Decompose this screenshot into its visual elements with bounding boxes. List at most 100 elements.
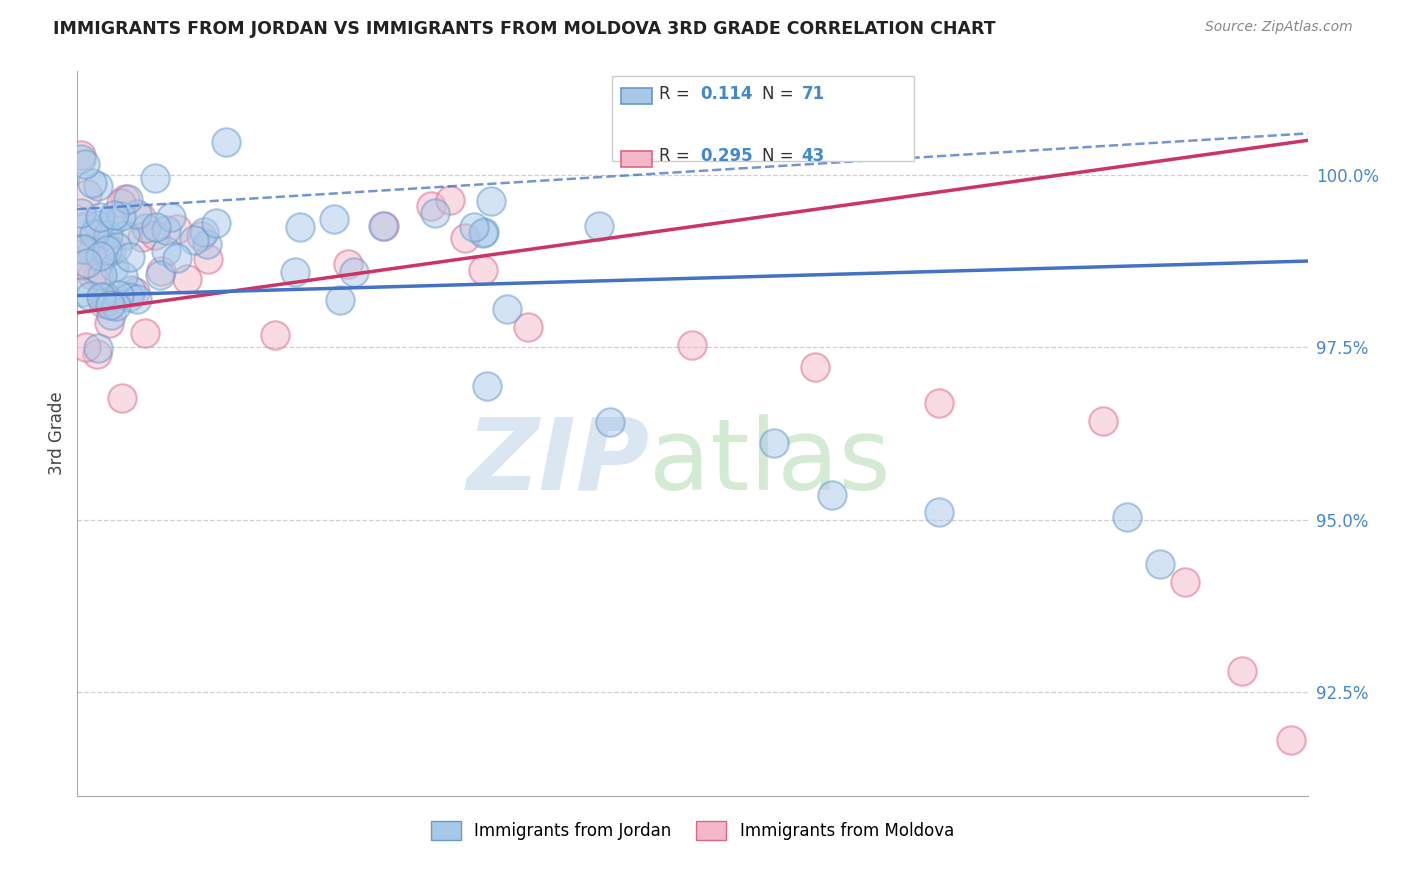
Point [176, 272, 198, 286]
Point [419, 199, 441, 213]
Point [143, 228, 166, 243]
Point [110, 210, 132, 224]
Text: N =: N = [762, 85, 799, 103]
Point [197, 252, 219, 267]
Point [149, 268, 172, 282]
Point [118, 250, 141, 264]
Point [75, 341, 97, 355]
Point [100, 298, 122, 312]
Point [127, 207, 149, 221]
Point [288, 220, 311, 235]
Point [118, 290, 141, 304]
Point [763, 435, 786, 450]
Point [1149, 558, 1171, 572]
Point [108, 288, 131, 302]
Point [134, 326, 156, 340]
Text: N =: N = [762, 147, 799, 165]
Point [155, 244, 177, 258]
Point [127, 292, 149, 306]
Point [166, 221, 188, 235]
Point [149, 264, 172, 278]
Point [76, 256, 98, 270]
Text: IMMIGRANTS FROM JORDAN VS IMMIGRANTS FROM MOLDOVA 3RD GRADE CORRELATION CHART: IMMIGRANTS FROM JORDAN VS IMMIGRANTS FRO… [53, 20, 995, 37]
Text: Source: ZipAtlas.com: Source: ZipAtlas.com [1205, 20, 1353, 34]
Legend: Immigrants from Jordan, Immigrants from Moldova: Immigrants from Jordan, Immigrants from … [425, 814, 960, 847]
Point [100, 244, 122, 258]
Text: R =: R = [659, 147, 696, 165]
Point [1279, 733, 1302, 747]
Text: ZIP: ZIP [467, 414, 650, 511]
Point [70, 152, 93, 166]
Point [87, 341, 110, 355]
Point [135, 220, 157, 235]
Point [599, 415, 621, 429]
Point [439, 193, 461, 207]
Point [479, 194, 502, 209]
Point [87, 268, 110, 283]
Point [425, 206, 447, 220]
Point [588, 219, 610, 234]
Point [193, 225, 215, 239]
Point [105, 240, 128, 254]
Point [214, 136, 236, 150]
Point [928, 396, 950, 410]
Point [83, 227, 105, 241]
Point [342, 265, 364, 279]
Point [337, 257, 360, 271]
Point [70, 148, 93, 162]
Point [73, 242, 96, 256]
Point [89, 210, 111, 224]
Point [166, 252, 188, 266]
Point [323, 212, 346, 227]
Point [682, 338, 704, 352]
Point [114, 228, 136, 243]
Point [86, 347, 108, 361]
Point [472, 226, 495, 240]
Point [204, 216, 226, 230]
Point [100, 308, 122, 322]
Point [131, 230, 153, 244]
Point [111, 268, 134, 283]
Point [495, 302, 517, 317]
Point [82, 268, 104, 282]
Point [155, 223, 177, 237]
Text: R =: R = [659, 85, 696, 103]
Point [263, 327, 285, 342]
Point [91, 268, 114, 282]
Point [928, 504, 950, 518]
Point [87, 179, 110, 194]
Point [117, 192, 139, 206]
Point [76, 187, 98, 202]
Point [101, 214, 124, 228]
Point [477, 378, 499, 392]
Point [120, 283, 142, 297]
Point [70, 206, 93, 220]
Point [1230, 665, 1253, 679]
Point [97, 228, 120, 243]
Text: 0.114: 0.114 [700, 85, 752, 103]
Point [114, 192, 136, 206]
Point [373, 219, 395, 234]
Point [94, 290, 117, 304]
Point [517, 320, 540, 334]
Point [195, 236, 218, 251]
Point [329, 293, 352, 308]
Point [91, 295, 114, 310]
Point [103, 260, 125, 274]
Text: atlas: atlas [650, 414, 891, 511]
Point [70, 242, 93, 256]
Point [98, 316, 121, 330]
Point [1091, 414, 1114, 428]
Point [129, 210, 152, 224]
Point [73, 157, 96, 171]
Point [145, 219, 167, 234]
Point [124, 285, 146, 300]
Point [804, 359, 827, 374]
Point [472, 263, 495, 277]
Point [111, 392, 134, 406]
Point [103, 208, 125, 222]
Text: 0.295: 0.295 [700, 147, 752, 165]
Point [821, 488, 844, 502]
Point [1174, 574, 1197, 589]
Point [96, 244, 118, 258]
